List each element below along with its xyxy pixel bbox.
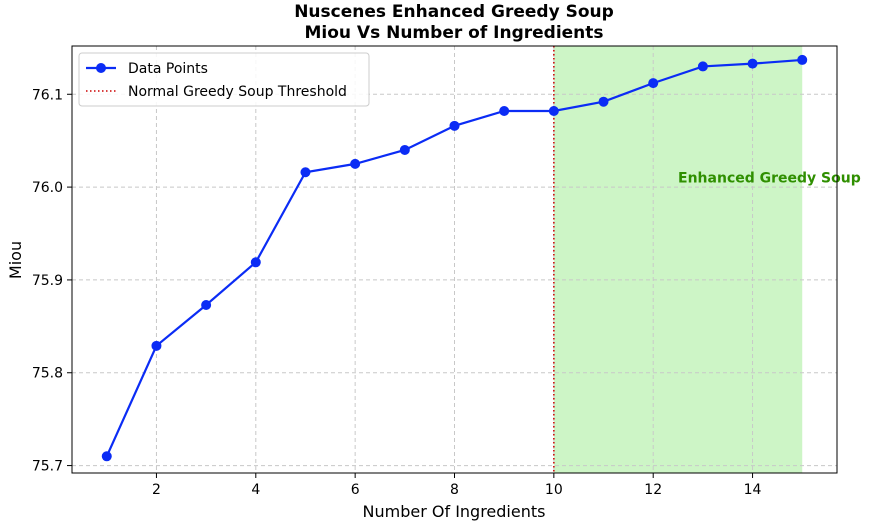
y-tick-label: 76.0: [32, 180, 63, 196]
x-tick-label: 14: [744, 482, 762, 498]
data-point: [300, 167, 311, 178]
x-axis-ticks: 2 4 6 8 10 12 14: [152, 473, 762, 498]
shaded-region-label: Enhanced Greedy Soup: [678, 170, 861, 186]
y-tick-label: 75.9: [32, 273, 63, 289]
chart-title-line-2: Miou Vs Number of Ingredients: [304, 23, 603, 43]
x-tick-label: 2: [152, 482, 161, 498]
y-axis-label: Miou: [6, 241, 25, 279]
legend-box: [78, 52, 370, 107]
legend: Data Points Normal Greedy Soup Threshold: [78, 52, 370, 107]
legend-series-swatch-marker: [96, 63, 106, 73]
data-point: [250, 257, 261, 268]
x-tick-label: 12: [644, 482, 662, 498]
y-tick-label: 75.7: [32, 459, 63, 475]
data-point: [350, 158, 361, 169]
shaded-region: [553, 46, 803, 473]
data-point: [449, 120, 460, 131]
x-tick-label: 10: [545, 482, 563, 498]
data-point: [499, 105, 510, 116]
chart-title-line-1: Nuscenes Enhanced Greedy Soup: [294, 2, 614, 22]
data-point: [598, 96, 609, 107]
x-tick-label: 6: [351, 482, 360, 498]
legend-series-label: Data Points: [128, 61, 208, 77]
data-point: [151, 340, 162, 351]
y-tick-label: 75.8: [32, 366, 63, 382]
data-point: [101, 451, 112, 462]
data-point: [548, 105, 559, 116]
data-point: [697, 61, 708, 72]
y-tick-label: 76.1: [32, 87, 63, 103]
data-point: [747, 58, 758, 69]
x-tick-label: 8: [450, 482, 459, 498]
data-point: [399, 144, 410, 155]
data-point: [201, 299, 212, 310]
data-point: [648, 78, 659, 89]
legend-threshold-label: Normal Greedy Soup Threshold: [128, 84, 347, 100]
x-axis-label: Number Of Ingredients: [363, 502, 546, 521]
data-point: [797, 54, 808, 65]
y-axis-ticks: 75.7 75.8 75.9 76.0 76.1: [32, 87, 72, 475]
data-points: [101, 54, 808, 462]
x-tick-label: 4: [251, 482, 260, 498]
